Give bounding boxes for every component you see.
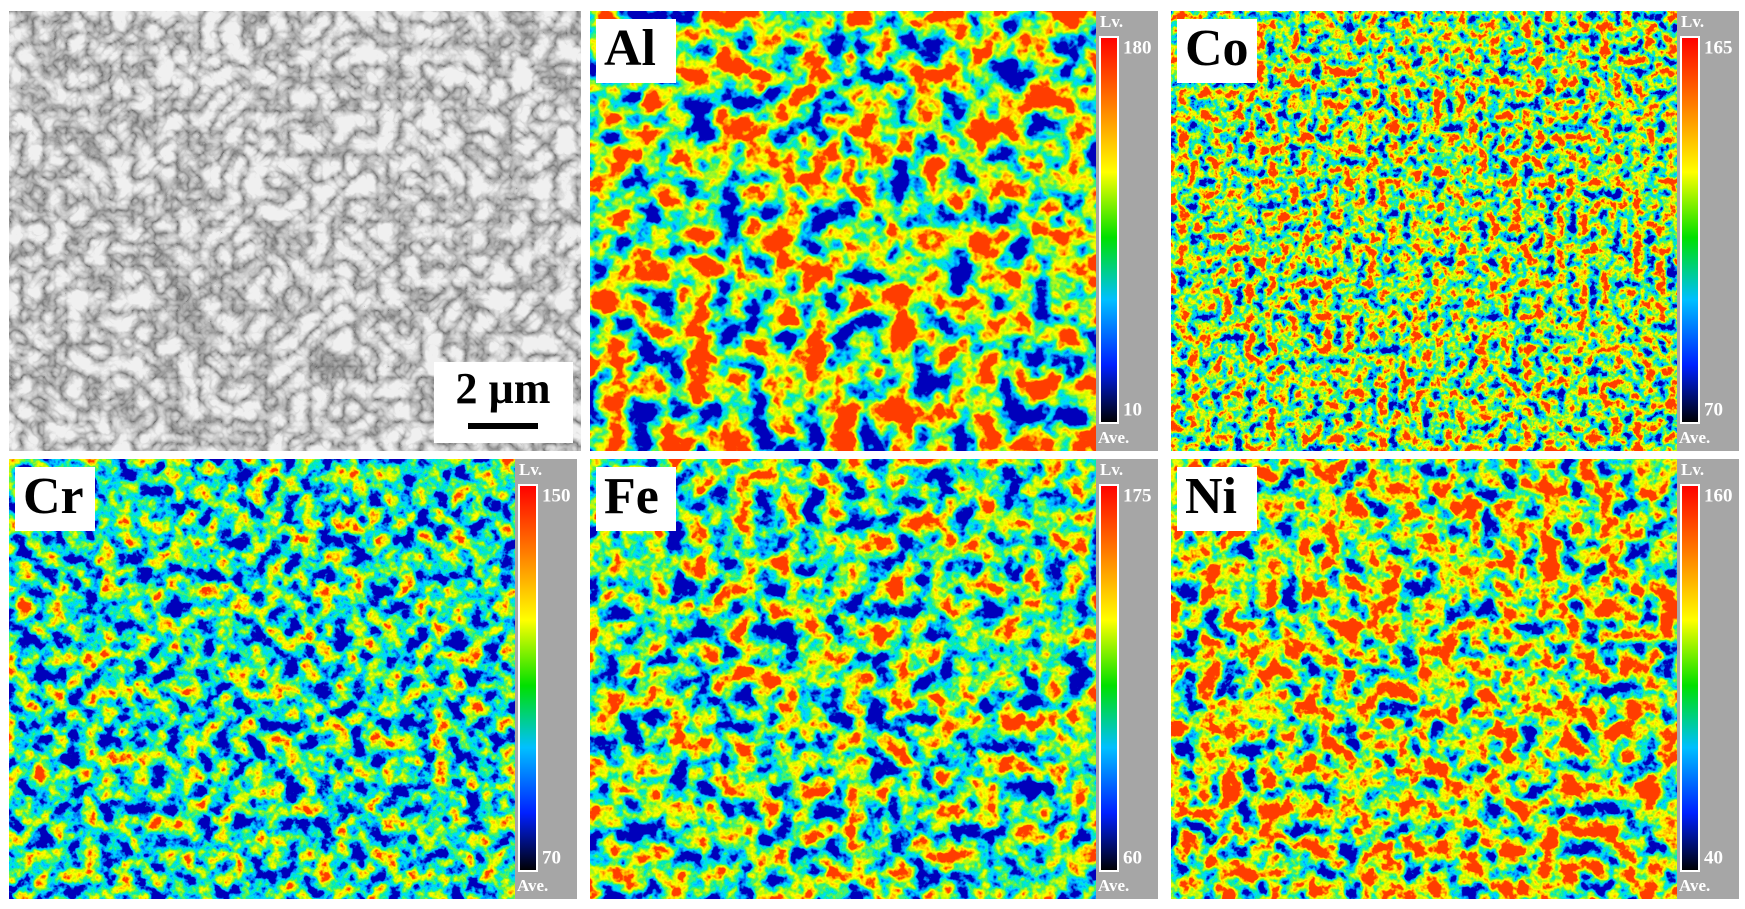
map-panel: Cr Lv.150 70 Ave. bbox=[9, 459, 577, 899]
colorbar-bottom-label: Ave. bbox=[1679, 428, 1710, 447]
colorbar-gradient bbox=[518, 484, 538, 872]
element-label-box bbox=[596, 467, 676, 531]
colorbar-top-label: Lv. bbox=[1681, 460, 1704, 479]
sem-panel: 2 µm bbox=[9, 11, 581, 451]
element-label-box bbox=[1177, 19, 1257, 83]
colorbar-max: 175 bbox=[1123, 485, 1152, 506]
colorbar-min: 10 bbox=[1123, 399, 1142, 420]
colorbar-max: 165 bbox=[1704, 37, 1733, 58]
colorbar-gradient bbox=[1099, 484, 1119, 872]
colorbar-top-label: Lv. bbox=[1100, 12, 1123, 31]
colorbar-top-label: Lv. bbox=[519, 460, 542, 479]
element-label-box bbox=[596, 19, 676, 83]
map-panel: Co Lv.165 70 Ave. bbox=[1171, 11, 1739, 451]
colorbar-top-label: Lv. bbox=[1100, 460, 1123, 479]
colorbar-bottom-label: Ave. bbox=[1098, 876, 1129, 895]
map-panel: Al Lv.180 10 Ave. bbox=[590, 11, 1158, 451]
map-image bbox=[1171, 459, 1677, 899]
scale-bar bbox=[468, 423, 538, 429]
colorbar-max: 150 bbox=[542, 485, 571, 506]
element-label: Fe bbox=[604, 468, 659, 525]
colorbar-gradient bbox=[1680, 484, 1700, 872]
colorbar-top-label: Lv. bbox=[1681, 12, 1704, 31]
colorbar-gradient bbox=[1680, 36, 1700, 424]
colorbar-min: 70 bbox=[542, 847, 561, 868]
map-panel: Ni Lv.160 40 Ave. bbox=[1171, 459, 1739, 899]
element-label-box bbox=[15, 467, 95, 531]
colorbar-bottom-label: Ave. bbox=[1098, 428, 1129, 447]
map-image bbox=[590, 11, 1096, 451]
colorbar-bottom-label: Ave. bbox=[517, 876, 548, 895]
element-label: Ni bbox=[1185, 468, 1237, 525]
map-image bbox=[590, 459, 1096, 899]
element-label: Cr bbox=[23, 468, 84, 525]
element-label-box bbox=[1177, 467, 1257, 531]
colorbar-min: 70 bbox=[1704, 399, 1723, 420]
scale-bar-label: 2 µm bbox=[455, 364, 550, 413]
map-image bbox=[1171, 11, 1677, 451]
colorbar-max: 180 bbox=[1123, 37, 1152, 58]
colorbar-max: 160 bbox=[1704, 485, 1733, 506]
scale-bar-box bbox=[434, 362, 573, 443]
map-image bbox=[9, 459, 515, 899]
colorbar-gradient bbox=[1099, 36, 1119, 424]
colorbar-min: 60 bbox=[1123, 847, 1142, 868]
colorbar-min: 40 bbox=[1704, 847, 1723, 868]
colorbar-bottom-label: Ave. bbox=[1679, 876, 1710, 895]
element-label: Al bbox=[604, 20, 656, 77]
element-label: Co bbox=[1185, 20, 1249, 77]
map-panel: Fe Lv.175 60 Ave. bbox=[590, 459, 1158, 899]
